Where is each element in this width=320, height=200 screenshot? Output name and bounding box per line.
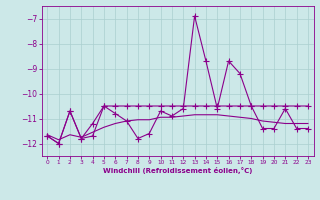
X-axis label: Windchill (Refroidissement éolien,°C): Windchill (Refroidissement éolien,°C) (103, 167, 252, 174)
